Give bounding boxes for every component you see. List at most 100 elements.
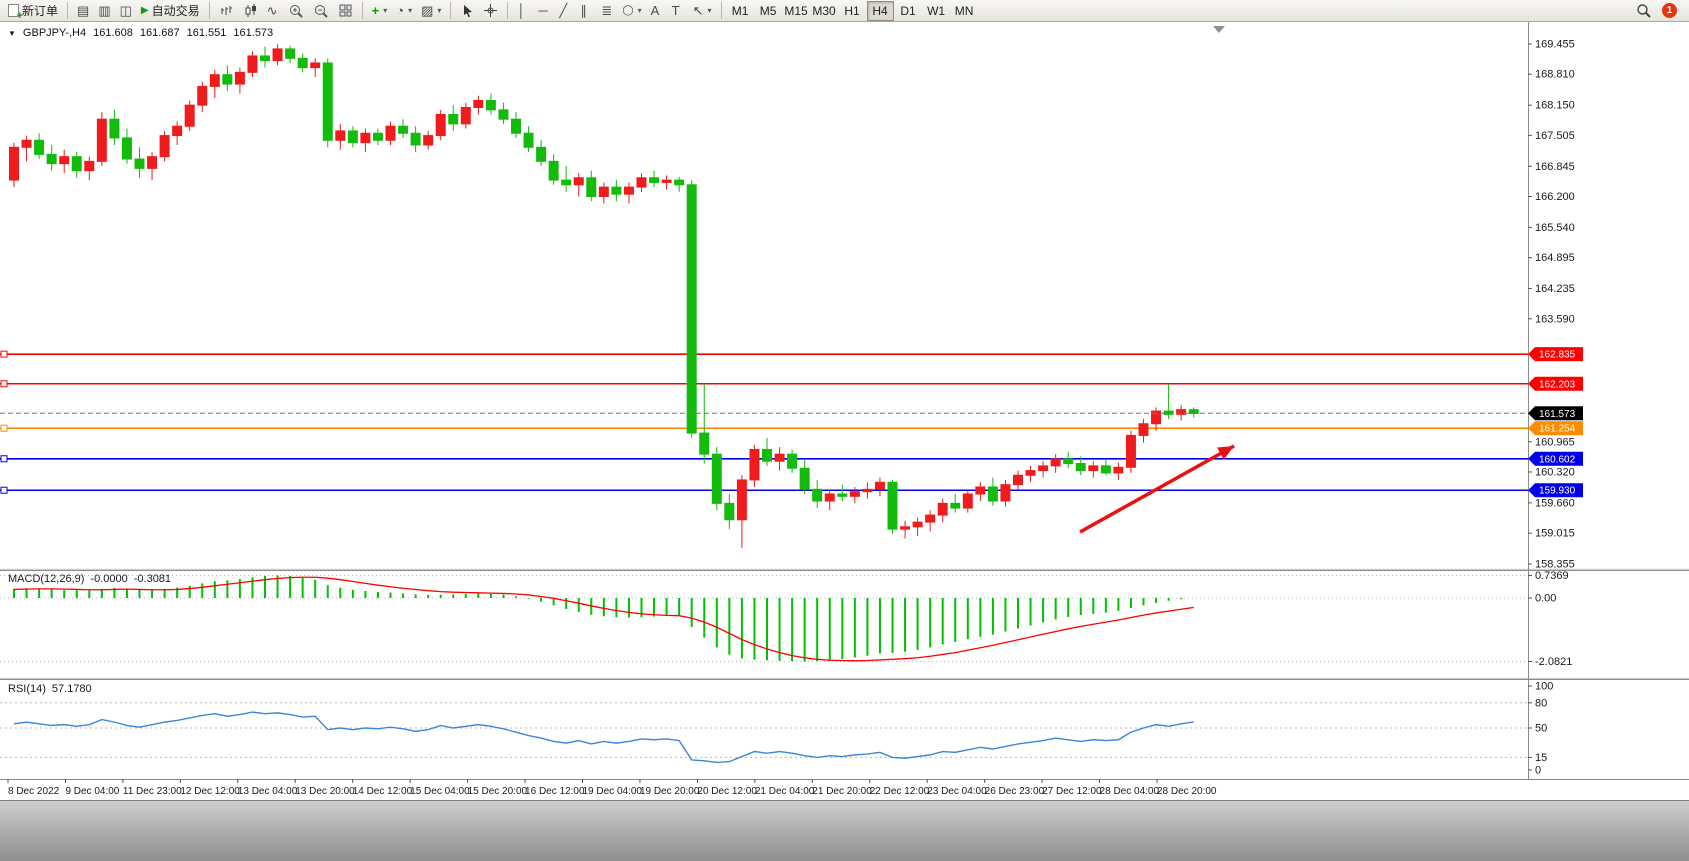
candlestick-chart-button[interactable] — [239, 1, 262, 21]
svg-text:9 Dec 04:00: 9 Dec 04:00 — [65, 786, 119, 797]
timeframe-m1[interactable]: M1 — [727, 1, 754, 21]
chevron-down-icon: ▾ — [437, 6, 442, 15]
channel-button[interactable]: ∥ — [576, 1, 596, 21]
notification-badge[interactable]: 1 — [1662, 3, 1677, 18]
text-label-button[interactable]: T — [668, 1, 688, 21]
zoom-in-icon — [289, 4, 303, 18]
svg-text:162.203: 162.203 — [1539, 379, 1576, 390]
svg-text:164.235: 164.235 — [1535, 283, 1575, 295]
bar-chart-button[interactable] — [215, 1, 238, 21]
hline-162.835[interactable] — [0, 350, 1528, 358]
pane-divider[interactable] — [0, 677, 1689, 680]
new-order-button[interactable]: 新订单 — [4, 1, 62, 22]
shapes-icon: ◯ — [622, 4, 634, 16]
tile-windows-button[interactable] — [334, 1, 357, 21]
toolbar-separator — [450, 2, 452, 19]
indicators-icon: + — [371, 3, 380, 18]
crosshair-button[interactable] — [479, 1, 502, 21]
toolbar: 新订单 ▤ ▥ ◫ ▶ 自动交易 ∿ +▾ ◔▾ ▨▾ — [0, 0, 1689, 22]
arrows-button[interactable]: ↖ ▾ — [689, 1, 716, 21]
price-tag-162.835: 162.835 — [1528, 347, 1583, 362]
timeframe-m30[interactable]: M30 — [811, 1, 838, 21]
zoom-in-button[interactable] — [284, 1, 308, 21]
chevron-down-icon: ▾ — [637, 6, 642, 15]
text-icon: A — [650, 3, 660, 18]
svg-text:168.810: 168.810 — [1535, 69, 1575, 81]
price-tag-161.254: 161.254 — [1528, 421, 1583, 436]
timeframe-h4[interactable]: H4 — [866, 0, 894, 21]
svg-text:28 Dec 04:00: 28 Dec 04:00 — [1100, 786, 1160, 797]
price-tag-161.573: 161.573 — [1528, 406, 1583, 421]
window-bottom-area — [0, 800, 1689, 861]
svg-text:11 Dec 23:00: 11 Dec 23:00 — [123, 786, 182, 797]
chevron-down-icon: ▾ — [408, 6, 413, 15]
trend-arrow-annotation[interactable] — [1079, 444, 1235, 534]
zoom-out-button[interactable] — [309, 1, 333, 21]
cursor-icon — [464, 5, 473, 18]
chart-canvas[interactable]: 169.455 168.810 168.150 167.505 166.845 166.2… — [0, 22, 1689, 800]
timeframe-h1[interactable]: H1 — [839, 1, 866, 21]
new-order-icon — [8, 4, 23, 22]
macd-indicator-header: MACD(12,26,9) -0.0000 -0.3081 — [8, 573, 171, 585]
templates-button[interactable]: ▨ ▾ — [417, 1, 445, 21]
macd-histogram — [13, 575, 1183, 662]
trendline-button[interactable]: ╱ — [555, 1, 575, 21]
chart-shift-marker[interactable] — [1213, 26, 1225, 33]
text-button[interactable]: A — [647, 1, 667, 21]
svg-text:80: 80 — [1535, 697, 1547, 709]
tile-windows-icon — [339, 4, 352, 17]
auto-trading-label: 自动交易 — [151, 4, 200, 18]
svg-text:20 Dec 12:00: 20 Dec 12:00 — [697, 786, 757, 797]
market-watch-button[interactable]: ▤ — [73, 1, 93, 21]
svg-text:26 Dec 23:00: 26 Dec 23:00 — [985, 786, 1045, 797]
svg-text:100: 100 — [1535, 681, 1553, 693]
fibonacci-button[interactable]: ≣ — [597, 1, 617, 21]
svg-text:163.590: 163.590 — [1535, 313, 1575, 325]
bar-chart-icon — [221, 6, 232, 15]
auto-trading-button[interactable]: ▶ 自动交易 — [137, 1, 204, 21]
hline-162.203[interactable] — [0, 380, 1528, 388]
horizontal-line-button[interactable]: ─ — [534, 1, 554, 21]
crosshair-icon — [484, 4, 498, 17]
svg-text:169.455: 169.455 — [1535, 39, 1575, 51]
indicators-button[interactable]: + ▾ — [368, 1, 392, 21]
svg-text:50: 50 — [1535, 723, 1547, 735]
navigator-button[interactable]: ◫ — [116, 1, 136, 21]
svg-text:159.015: 159.015 — [1535, 528, 1575, 540]
templates-icon: ▨ — [421, 3, 434, 18]
timeframe-d1[interactable]: D1 — [895, 1, 922, 21]
hline-161.254[interactable] — [0, 424, 1528, 432]
pane-divider[interactable] — [0, 568, 1689, 571]
auto-trading-icon: ▶ — [140, 5, 149, 16]
svg-text:168.150: 168.150 — [1535, 100, 1575, 112]
zoom-out-icon — [314, 4, 328, 18]
data-window-button[interactable]: ▥ — [94, 1, 114, 21]
vertical-line-button[interactable]: │ — [513, 1, 533, 21]
price-axis[interactable]: 169.455 168.810 168.150 167.505 166.845 166.2… — [1528, 39, 1575, 777]
arrow-tools-icon: ↖ — [692, 3, 704, 18]
shapes-button[interactable]: ◯ ▾ — [618, 1, 645, 21]
timeframe-m15[interactable]: M15 — [783, 1, 810, 21]
svg-text:158.355: 158.355 — [1535, 559, 1575, 571]
timeframe-mn[interactable]: MN — [951, 1, 978, 21]
rsi-value: 57.1780 — [51, 683, 92, 695]
cursor-button[interactable] — [456, 1, 478, 21]
svg-text:0.7369: 0.7369 — [1535, 570, 1569, 582]
rsi-indicator-header: RSI(14) 57.1780 — [8, 683, 92, 695]
timeframe-m5[interactable]: M5 — [755, 1, 782, 21]
new-order-label: 新订单 — [22, 4, 59, 18]
svg-text:160.965: 160.965 — [1535, 436, 1575, 448]
one-click-collapse-icon[interactable]: ▼ — [8, 28, 16, 38]
hline-159.930[interactable] — [0, 486, 1528, 494]
search-button[interactable] — [1632, 1, 1656, 21]
svg-text:160.320: 160.320 — [1535, 466, 1575, 478]
svg-text:19 Dec 04:00: 19 Dec 04:00 — [583, 786, 643, 797]
svg-text:13 Dec 20:00: 13 Dec 20:00 — [295, 786, 355, 797]
line-chart-button[interactable]: ∿ — [263, 1, 283, 21]
timeframe-w1[interactable]: W1 — [923, 1, 950, 21]
svg-text:0: 0 — [1535, 765, 1541, 777]
toolbar-separator — [361, 2, 363, 19]
periods-button[interactable]: ◔ ▾ — [392, 1, 416, 21]
svg-text:23 Dec 04:00: 23 Dec 04:00 — [927, 786, 987, 797]
